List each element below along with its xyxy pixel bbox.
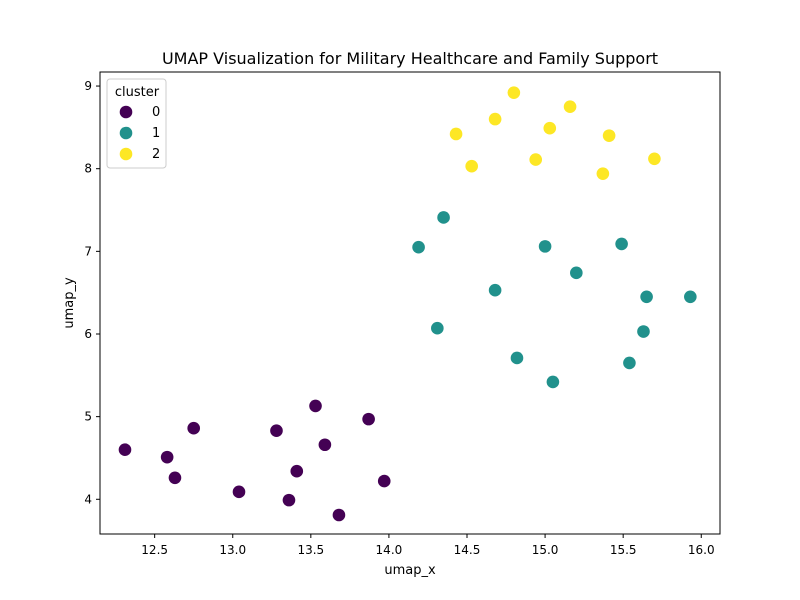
legend-label-cluster-0: 0 xyxy=(152,105,160,120)
scatter-point-cluster-2 xyxy=(648,152,661,166)
legend-box xyxy=(106,78,167,169)
scatter-point-cluster-0 xyxy=(187,421,201,435)
x-tick-label: 16.0 xyxy=(688,543,715,557)
x-tick-label: 14.0 xyxy=(376,543,403,557)
scatter-point-cluster-1 xyxy=(488,283,502,297)
scatter-point-cluster-0 xyxy=(318,438,332,452)
x-tick-label: 15.5 xyxy=(610,543,637,557)
scatter-point-cluster-0 xyxy=(168,471,182,485)
scatter-point-cluster-1 xyxy=(412,240,425,254)
x-tick-label: 13.0 xyxy=(219,543,246,557)
x-tick-label: 12.5 xyxy=(141,543,168,557)
scatter-point-cluster-1 xyxy=(510,351,524,365)
scatter-point-cluster-2 xyxy=(449,127,463,141)
points-layer xyxy=(118,86,697,522)
scatter-point-cluster-1 xyxy=(538,240,552,253)
y-tick-label: 8 xyxy=(84,162,92,176)
scatter-point-cluster-2 xyxy=(602,129,616,142)
legend-items: 0 1 2 xyxy=(119,105,160,162)
legend-marker-cluster-1 xyxy=(119,126,133,140)
scatter-point-cluster-1 xyxy=(431,321,444,335)
scatter-point-cluster-0 xyxy=(232,485,246,499)
y-tick-label: 6 xyxy=(84,327,92,341)
scatter-point-cluster-0 xyxy=(290,464,304,478)
scatter-point-cluster-0 xyxy=(362,412,375,426)
scatter-point-cluster-0 xyxy=(377,474,391,488)
legend-label-cluster-1: 1 xyxy=(152,126,160,141)
legend-marker-cluster-2 xyxy=(119,147,133,161)
legend-label-cluster-2: 2 xyxy=(152,147,160,162)
scatter-point-cluster-1 xyxy=(570,266,583,280)
y-tick-label: 7 xyxy=(84,244,92,258)
scatter-point-cluster-2 xyxy=(465,159,478,173)
scatter-point-cluster-2 xyxy=(596,167,610,180)
chart-title: UMAP Visualization for Military Healthca… xyxy=(162,49,658,68)
scatter-point-cluster-2 xyxy=(507,86,521,99)
x-axis-ticks: 12.5 13.0 13.5 14.0 14.5 15.0 15.5 16.0 xyxy=(141,534,715,557)
legend: cluster 0 1 2 xyxy=(106,78,167,169)
y-tick-label: 4 xyxy=(84,492,92,506)
scatter-point-cluster-0 xyxy=(160,450,174,464)
scatter-point-cluster-2 xyxy=(563,100,577,114)
scatter-point-cluster-2 xyxy=(543,121,557,135)
legend-marker-cluster-0 xyxy=(119,105,133,119)
scatter-point-cluster-1 xyxy=(437,211,450,224)
scatter-point-cluster-1 xyxy=(546,375,560,389)
y-axis-label: umap_y xyxy=(62,277,77,329)
legend-title: cluster xyxy=(115,85,160,100)
plot-frame xyxy=(99,71,721,535)
scatter-point-cluster-0 xyxy=(332,508,346,522)
scatter-point-cluster-0 xyxy=(118,443,132,456)
scatter-point-cluster-1 xyxy=(684,290,697,304)
x-tick-label: 15.0 xyxy=(532,543,559,557)
scatter-point-cluster-1 xyxy=(637,325,650,338)
scatter-point-cluster-1 xyxy=(640,290,653,304)
scatter-point-cluster-0 xyxy=(309,399,322,413)
scatter-point-cluster-2 xyxy=(529,153,543,166)
scatter-point-cluster-1 xyxy=(623,356,636,370)
scatter-point-cluster-0 xyxy=(282,493,296,507)
y-tick-label: 9 xyxy=(84,79,92,93)
scatter-point-cluster-0 xyxy=(270,424,283,437)
x-tick-label: 13.5 xyxy=(297,543,324,557)
x-tick-label: 14.5 xyxy=(454,543,481,557)
scatter-point-cluster-2 xyxy=(488,112,502,126)
scatter-point-cluster-1 xyxy=(615,237,628,251)
y-tick-label: 5 xyxy=(84,410,92,424)
x-axis-label: umap_x xyxy=(384,563,436,578)
y-axis-ticks: 4 5 6 7 8 9 xyxy=(84,79,100,506)
